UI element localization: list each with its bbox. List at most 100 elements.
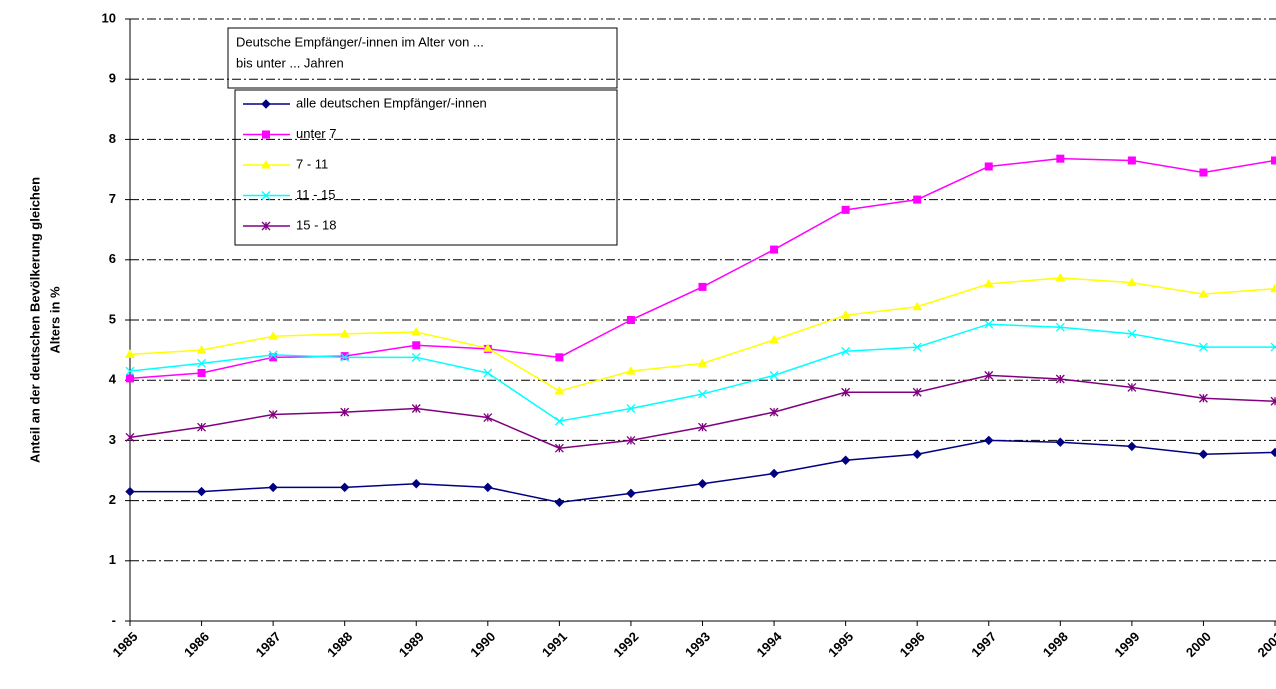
marker [1127, 382, 1137, 392]
marker [482, 343, 493, 352]
legend-label: 7 - 11 [296, 156, 328, 171]
marker [1127, 441, 1137, 452]
marker [125, 349, 135, 358]
marker [339, 482, 350, 493]
marker [626, 366, 636, 375]
marker [1270, 447, 1276, 458]
legend-label: 15 - 18 [296, 217, 336, 232]
marker [1056, 154, 1065, 163]
marker [1270, 283, 1276, 293]
x-tick-label: 1986 [181, 629, 212, 660]
marker [1055, 374, 1065, 384]
marker [411, 404, 421, 413]
marker [984, 319, 994, 329]
marker [841, 205, 850, 214]
marker [197, 368, 206, 377]
marker [554, 443, 564, 453]
x-tick-label: 1999 [1111, 629, 1142, 660]
marker [626, 316, 635, 324]
marker [411, 352, 421, 362]
marker [1055, 437, 1066, 447]
marker [1127, 277, 1137, 287]
marker [840, 455, 851, 465]
marker [261, 221, 271, 231]
series-line [129, 374, 1276, 449]
y-tick-label: 3 [109, 432, 116, 447]
legend-label: unter 7 [296, 126, 336, 141]
x-tick-label: 1992 [610, 629, 641, 660]
marker [984, 162, 993, 171]
marker [626, 435, 636, 445]
legend-label: alle deutschen Empfänger/-innen [296, 95, 487, 110]
marker [1271, 156, 1276, 165]
marker [1198, 393, 1208, 403]
marker [1270, 396, 1276, 406]
marker [698, 422, 707, 432]
marker [769, 370, 779, 380]
y-tick-label: - [112, 612, 116, 627]
marker [268, 410, 278, 419]
y-tick-label: 1 [109, 552, 116, 567]
marker [1055, 272, 1066, 282]
y-tick-label: 4 [109, 372, 117, 387]
series-line [129, 277, 1276, 392]
marker [912, 301, 923, 311]
legend-title-box [227, 27, 618, 89]
marker [984, 435, 994, 446]
y-tick-label: 2 [109, 492, 116, 507]
x-tick-label: 1991 [539, 629, 570, 660]
x-tick-label: 1996 [897, 629, 928, 660]
marker [340, 407, 350, 417]
legend-title: bis unter ... Jahren [236, 55, 344, 70]
y-tick-label: 9 [109, 71, 116, 86]
legend-label: 11 - 15 [296, 187, 336, 202]
x-tick-label: 1998 [1040, 629, 1071, 660]
y-tick-label: 7 [109, 191, 116, 206]
x-tick-label: 1993 [682, 629, 713, 660]
x-tick-label: 1994 [754, 628, 786, 660]
marker [339, 328, 350, 338]
marker [698, 282, 707, 291]
marker [125, 486, 135, 497]
marker [841, 387, 851, 397]
marker [483, 482, 493, 493]
marker [913, 195, 922, 204]
marker [984, 370, 994, 380]
x-tick-label: 1990 [467, 629, 498, 660]
x-tick-label: 1988 [324, 629, 355, 660]
legend-box [234, 89, 618, 246]
marker [125, 366, 135, 376]
marker [983, 278, 994, 288]
marker [125, 432, 135, 442]
marker [697, 479, 708, 489]
marker [340, 352, 349, 361]
marker [261, 99, 271, 109]
marker [1198, 449, 1209, 459]
marker [269, 353, 278, 362]
marker [769, 407, 779, 417]
marker [268, 331, 278, 340]
marker [1270, 342, 1276, 352]
y-tick-label: 10 [102, 10, 116, 25]
marker [261, 191, 271, 200]
marker [912, 387, 922, 397]
marker [261, 159, 271, 169]
x-tick-label: 2000 [1183, 629, 1214, 660]
marker [554, 386, 565, 395]
marker [770, 245, 779, 254]
marker [769, 468, 779, 479]
x-tick-label: 2001 [1254, 629, 1276, 660]
y-tick-label: 5 [109, 311, 116, 326]
marker [912, 449, 922, 459]
y-axis-label: Alters in % [47, 286, 62, 354]
marker [268, 482, 278, 493]
marker [626, 488, 636, 499]
marker [197, 358, 207, 368]
series-line [129, 323, 1275, 422]
marker [841, 346, 851, 356]
marker [554, 497, 565, 508]
marker [268, 350, 278, 360]
x-tick-label: 1987 [253, 629, 284, 660]
legend-title: Deutsche Empfänger/-innen im Alter von .… [236, 34, 484, 49]
